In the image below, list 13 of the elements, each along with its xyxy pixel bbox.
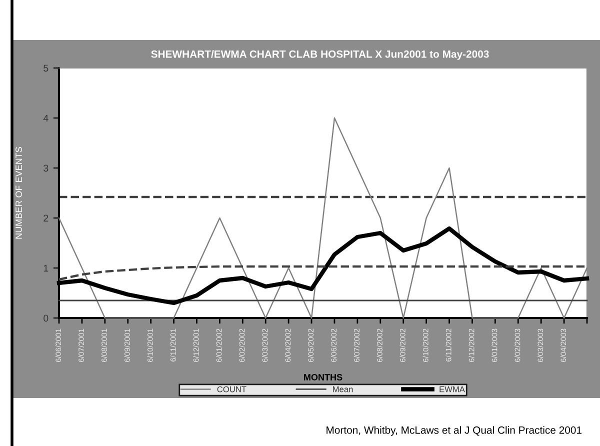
y-tick-label: 4 bbox=[43, 114, 48, 122]
y-tick-label: 3 bbox=[44, 164, 48, 172]
y-tick-label: 2 bbox=[44, 214, 48, 222]
y-axis-title: NUMBER OF EVENTS bbox=[16, 147, 22, 239]
x-axis-title: MONTHS bbox=[304, 374, 342, 380]
y-tick-label: 5 bbox=[44, 64, 48, 72]
chart-title: SHEWHART/EWMA CHART CLAB HOSPITAL X Jun2001 to May-2003 bbox=[151, 50, 489, 60]
text: Morton, Whitby, McLaws et al J Qual Clin Practice 2001 bbox=[326, 426, 582, 436]
legend-label: Mean bbox=[333, 386, 353, 392]
y-tick-label: 0 bbox=[44, 314, 48, 322]
legend-label: COUNT bbox=[217, 386, 246, 392]
legend-label: EWMA bbox=[440, 386, 465, 392]
y-tick-label: 1 bbox=[44, 264, 48, 272]
